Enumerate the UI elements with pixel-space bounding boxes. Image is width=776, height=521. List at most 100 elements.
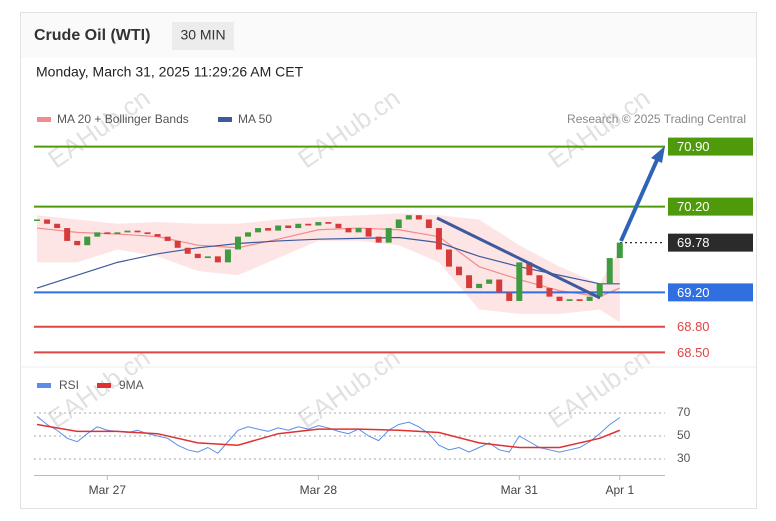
rsi-line (36, 423, 621, 449)
candle (546, 288, 553, 297)
legend-label: MA 20 + Bollinger Bands (57, 112, 189, 126)
moving-average-line (36, 236, 620, 289)
forecast-arrow (619, 159, 659, 242)
candle (174, 240, 181, 248)
level-label-box (668, 197, 753, 216)
candle (214, 256, 221, 263)
interval-badge[interactable] (172, 22, 234, 50)
candle (54, 223, 61, 229)
level-label: 69.78 (677, 235, 710, 250)
legend-swatch (218, 117, 232, 122)
legend-swatch (37, 117, 51, 122)
candle (395, 219, 402, 229)
candle (335, 223, 342, 229)
candle (566, 299, 573, 301)
candle (586, 296, 593, 301)
x-tick-label: Mar 27 (89, 483, 127, 497)
candle (194, 253, 201, 259)
level-label: 68.50 (677, 345, 710, 360)
timestamp: Monday, March 31, 2025 11:29:26 AM CET (36, 64, 304, 80)
candle (365, 228, 372, 237)
candle (255, 228, 262, 233)
candle (516, 262, 523, 301)
candle (435, 228, 442, 250)
bollinger-band (37, 213, 620, 323)
instrument-title: Crude Oil (WTI) (34, 27, 150, 44)
candle (204, 256, 211, 259)
rsi-line (36, 416, 621, 454)
x-tick-label: Apr 1 (605, 483, 634, 497)
candle (616, 242, 623, 259)
candle (265, 228, 272, 231)
candle (34, 219, 41, 221)
candle (506, 292, 513, 301)
candle (556, 296, 563, 301)
level-label-box (668, 233, 753, 252)
level-label: 69.20 (677, 285, 710, 300)
candle (305, 223, 312, 226)
candle (295, 223, 302, 229)
legend-swatch (97, 383, 111, 388)
candle (596, 283, 603, 297)
candle (375, 236, 382, 243)
legend-label: MA 50 (238, 112, 272, 126)
candle (285, 225, 292, 229)
candle (224, 249, 231, 263)
candle (526, 262, 533, 276)
candle (476, 283, 483, 289)
candle (355, 228, 362, 233)
x-tick-label: Mar 31 (501, 483, 539, 497)
candle (154, 234, 161, 237)
candle (64, 228, 71, 241)
candle (385, 228, 392, 243)
header-band (21, 13, 756, 58)
candle (245, 232, 252, 237)
candle (164, 236, 171, 241)
level-label: 68.80 (677, 319, 710, 334)
candle (456, 266, 463, 276)
level-label: 70.90 (677, 139, 710, 154)
candle (325, 222, 332, 224)
candle (114, 232, 121, 235)
candle (405, 215, 412, 220)
y-tick-label: 30 (677, 451, 691, 465)
level-label: 70.20 (677, 199, 710, 214)
candle (415, 215, 422, 220)
legend-label: 9MA (119, 378, 144, 392)
y-tick-label: 70 (677, 405, 691, 419)
level-label-box (668, 137, 753, 156)
plot: 70.90 70.20 69.78 69.20 68.80 68.50 MA 20 + Bo… (21, 112, 756, 497)
candle (315, 222, 322, 226)
card (20, 12, 757, 509)
trend-line (436, 216, 601, 300)
candle (345, 228, 352, 233)
candle (275, 225, 282, 231)
level-label-box (668, 283, 753, 302)
candle (104, 232, 111, 235)
candle (234, 236, 241, 250)
candle (496, 279, 503, 293)
candle (134, 230, 141, 233)
candle (606, 258, 613, 284)
candle (445, 249, 452, 267)
candle (74, 240, 81, 246)
legend-swatch (37, 383, 51, 388)
x-tick-label: Mar 28 (300, 483, 338, 497)
candle (576, 299, 583, 301)
y-tick-label: 50 (677, 428, 691, 442)
candle (486, 279, 493, 284)
candle (144, 232, 151, 235)
candle (84, 236, 91, 246)
candle (536, 275, 543, 289)
interval-label[interactable]: 30 MIN (180, 27, 225, 43)
source: Research © 2025 Trading Central (567, 112, 746, 126)
legend-label: RSI (59, 378, 79, 392)
forecast-arrow-head (651, 146, 665, 163)
candle (184, 247, 191, 254)
candle (44, 219, 51, 224)
candle (425, 219, 432, 229)
candle (124, 230, 131, 233)
candle (94, 232, 101, 237)
